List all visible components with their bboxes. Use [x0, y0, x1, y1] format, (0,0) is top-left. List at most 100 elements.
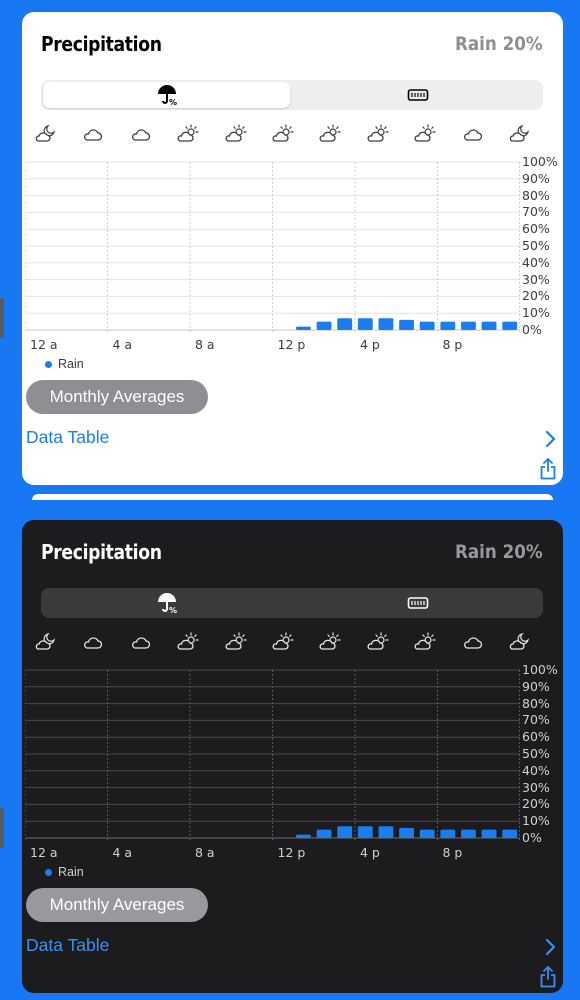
umbrella-percent-icon: %	[157, 593, 177, 614]
rain-bar	[378, 826, 394, 838]
monthly-averages-button[interactable]: Monthly Averages	[26, 380, 208, 414]
next-card-peek	[32, 494, 553, 500]
y-tick-label: 20%	[522, 288, 550, 304]
legend-label: Rain	[58, 357, 84, 371]
precipitation-summary: Rain 20%	[455, 541, 543, 563]
partly-sunny-icon	[319, 124, 341, 144]
monthly-averages-button[interactable]: Monthly Averages	[26, 888, 208, 922]
partly-sunny-icon	[272, 632, 294, 652]
data-table-link[interactable]: Data Table	[26, 935, 110, 955]
rain-bar	[481, 829, 497, 838]
partly-sunny-icon	[177, 632, 199, 652]
y-tick-label: 40%	[522, 762, 550, 778]
cloud-icon	[130, 124, 152, 144]
precipitation-chart	[25, 161, 520, 332]
partly-sunny-icon	[367, 632, 389, 652]
x-tick-label: 4 p	[360, 845, 380, 860]
umbrella-percent-icon: %	[157, 85, 177, 106]
partly-sunny-icon	[225, 124, 247, 144]
segment-chance[interactable]: %	[43, 590, 290, 616]
rain-gauge-icon	[407, 597, 428, 609]
card-title: Precipitation	[41, 32, 162, 56]
y-tick-label: 30%	[522, 271, 550, 287]
y-tick-label: 50%	[522, 238, 550, 253]
metric-segmented-control: %	[41, 80, 543, 110]
cloud-icon	[462, 632, 484, 652]
segment-amount[interactable]	[294, 82, 541, 108]
y-tick-label: 70%	[522, 712, 550, 728]
partly-cloudy-night-icon	[509, 124, 531, 144]
y-tick-label: 100%	[522, 662, 558, 677]
legend-label: Rain	[58, 865, 84, 879]
x-tick-label: 12 a	[30, 845, 58, 860]
rain-bar	[316, 829, 332, 838]
partly-sunny-icon	[177, 124, 199, 144]
chart-legend: Rain	[45, 865, 84, 879]
partly-sunny-icon	[225, 632, 247, 652]
rain-bar	[337, 826, 353, 838]
rain-bar	[337, 318, 353, 330]
x-tick-label: 12 p	[277, 845, 306, 860]
x-tick-label: 12 p	[277, 337, 306, 352]
y-tick-label: 20%	[522, 796, 550, 812]
precipitation-card-dark: Precipitation Rain 20% % 100% 90% 80% 70% 60…	[22, 520, 563, 993]
y-tick-label: 0%	[522, 322, 542, 337]
x-tick-label: 4 p	[360, 337, 380, 352]
y-tick-label: 70%	[522, 204, 550, 220]
chevron-right-icon[interactable]	[543, 938, 557, 956]
segment-chance[interactable]: %	[43, 82, 290, 108]
y-tick-label: 0%	[522, 830, 542, 845]
edge-handle-top	[0, 298, 4, 338]
share-icon[interactable]	[539, 966, 557, 988]
y-tick-label: 100%	[522, 154, 558, 169]
chevron-right-icon[interactable]	[543, 430, 557, 448]
x-tick-label: 12 a	[30, 337, 58, 352]
cloud-icon	[82, 124, 104, 144]
edge-handle-bottom	[0, 808, 4, 848]
cloud-icon	[462, 124, 484, 144]
partly-sunny-icon	[272, 124, 294, 144]
partly-sunny-icon	[367, 124, 389, 144]
y-tick-label: 40%	[522, 254, 550, 270]
partly-cloudy-night-icon	[509, 632, 531, 652]
y-tick-label: 90%	[522, 170, 550, 186]
metric-segmented-control: %	[41, 588, 543, 618]
share-icon[interactable]	[539, 458, 557, 480]
y-tick-label: 80%	[522, 187, 550, 203]
x-tick-label: 4 a	[112, 337, 133, 352]
partly-cloudy-night-icon	[35, 124, 57, 144]
precipitation-summary: Rain 20%	[455, 33, 543, 55]
y-tick-label: 50%	[522, 746, 550, 761]
chart-legend: Rain	[45, 357, 84, 371]
card-title: Precipitation	[41, 540, 162, 564]
y-tick-label: 60%	[522, 221, 550, 237]
rain-bar	[440, 829, 456, 838]
rain-bar	[440, 321, 456, 330]
x-tick-label: 8 p	[442, 337, 463, 352]
rain-bar	[399, 319, 414, 330]
segment-amount[interactable]	[294, 590, 541, 616]
cloud-icon	[130, 632, 152, 652]
cloud-icon	[82, 632, 104, 652]
rain-bar	[502, 321, 518, 330]
rain-bar	[357, 826, 373, 838]
rain-bar	[419, 829, 435, 838]
x-tick-label: 4 a	[112, 845, 133, 860]
rain-bar	[316, 321, 332, 330]
y-tick-label: 10%	[522, 813, 550, 829]
y-tick-label: 30%	[522, 779, 550, 795]
rain-bar	[357, 318, 373, 330]
hourly-weather-icons	[35, 124, 530, 144]
precipitation-card-light: Precipitation Rain 20% % 100% 90% 80% 70% 60…	[22, 12, 563, 485]
rain-bar	[399, 827, 414, 838]
rain-gauge-icon	[407, 89, 428, 101]
rain-bar	[419, 321, 435, 330]
rain-bar	[461, 829, 476, 838]
partly-sunny-icon	[414, 632, 436, 652]
x-tick-label: 8 a	[195, 337, 215, 352]
data-table-link[interactable]: Data Table	[26, 427, 110, 447]
y-tick-label: 90%	[522, 678, 550, 694]
precipitation-chart	[25, 669, 520, 840]
rain-bar	[296, 834, 311, 838]
x-tick-label: 8 a	[195, 845, 215, 860]
